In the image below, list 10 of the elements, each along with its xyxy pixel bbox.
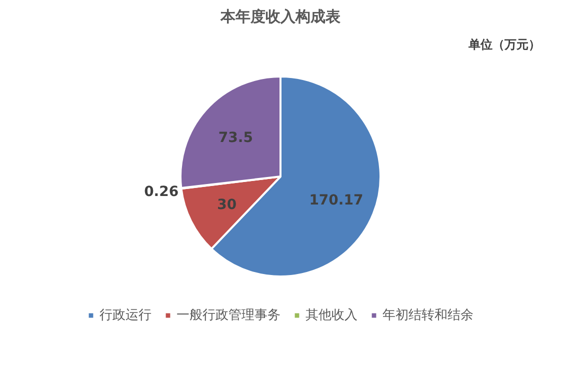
chart-title: 本年度收入构成表 — [220, 8, 342, 26]
text: 单位（万元） — [468, 38, 540, 52]
data-label: 170.17 — [309, 192, 364, 208]
legend-label: 行政运行 — [100, 307, 152, 324]
legend-label: 年初结转和结余 — [382, 307, 474, 324]
data-label: 73.5 — [218, 130, 253, 146]
legend-label: 一般行政管理事务 — [176, 307, 280, 324]
data-label: 0.26 — [144, 184, 179, 200]
legend-label: 其他收入 — [306, 307, 358, 324]
data-label: 30 — [217, 196, 237, 213]
